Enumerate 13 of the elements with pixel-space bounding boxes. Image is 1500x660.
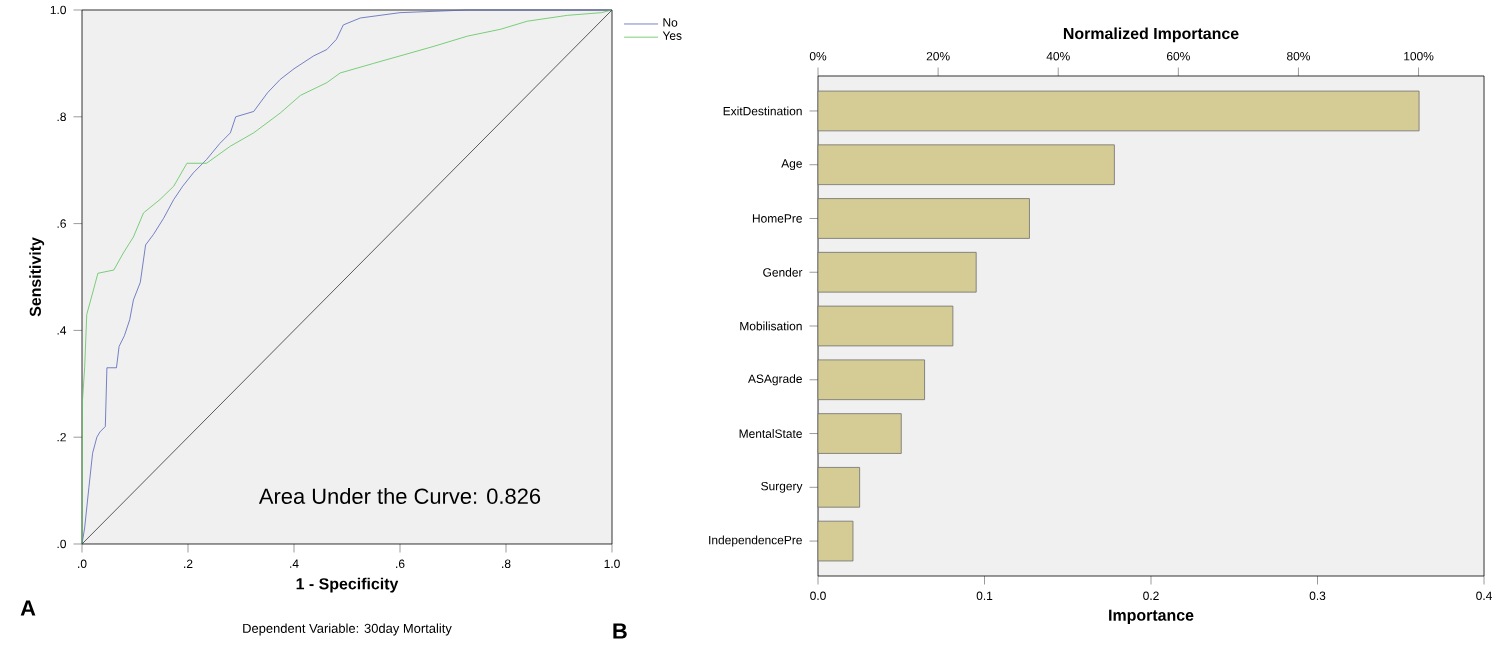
text: B — [613, 623, 627, 639]
bar — [817, 305, 954, 347]
bar — [817, 467, 861, 508]
bar — [817, 251, 977, 293]
bar — [817, 520, 854, 562]
line-series — [81, 9, 613, 545]
bar — [817, 90, 1420, 132]
bar — [817, 413, 902, 454]
bar — [817, 359, 925, 401]
text: A — [20, 600, 36, 616]
bar — [817, 144, 1115, 186]
annotation: Area Under the Curve: 0.826 — [258, 487, 541, 504]
bar — [817, 198, 1030, 239]
